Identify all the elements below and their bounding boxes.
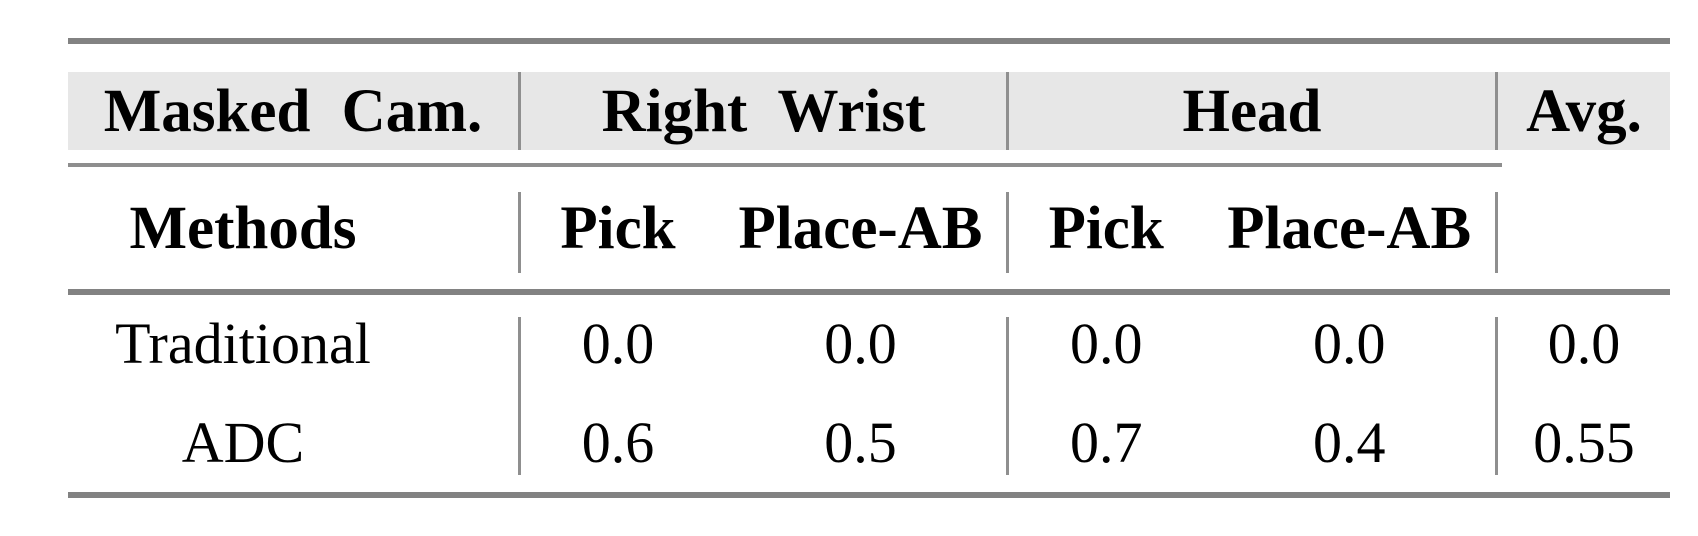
avg-column: 0.0 0.55 — [1498, 295, 1670, 492]
method-column: Traditional ADC — [68, 295, 518, 492]
cell-adc-rw-pick: 0.6 — [581, 409, 655, 475]
header-avg: Avg. — [1526, 77, 1642, 145]
method-traditional: Traditional — [115, 311, 371, 377]
table-subheader-row: Methods Pick Place-AB Pick Place-AB — [68, 167, 1670, 289]
cell-traditional-rw-place: 0.0 — [824, 311, 897, 377]
column-separator — [1006, 317, 1009, 475]
column-separator — [518, 72, 521, 150]
header-head: Head — [1182, 77, 1322, 145]
cell-adc-rw-place: 0.5 — [824, 409, 897, 475]
table-body: Traditional ADC 0.0 0.6 0.0 0.5 0.0 0.7 … — [68, 295, 1670, 492]
header-avg-empty-cell — [1498, 167, 1670, 289]
cell-traditional-avg: 0.0 — [1547, 311, 1621, 377]
header-masked-cam: Masked Cam. — [103, 77, 483, 145]
rw-place-column: 0.0 0.5 — [715, 295, 1006, 492]
table-top-rule — [68, 38, 1670, 44]
subheader-right-wrist-group: Pick Place-AB — [521, 167, 1006, 289]
column-separator — [518, 192, 521, 273]
header-methods: Methods — [129, 194, 357, 262]
column-separator — [1495, 72, 1498, 150]
cell-traditional-rw-pick: 0.0 — [581, 311, 655, 377]
column-separator — [1006, 72, 1009, 150]
column-separator — [1495, 192, 1498, 273]
header-rw-place-ab: Place-AB — [738, 194, 983, 262]
head-values-group: 0.0 0.7 0.0 0.4 — [1009, 295, 1495, 492]
right-wrist-values-group: 0.0 0.6 0.0 0.5 — [521, 295, 1006, 492]
rw-pick-column: 0.0 0.6 — [521, 295, 715, 492]
column-separator — [1495, 317, 1498, 475]
table-bottom-rule — [68, 492, 1670, 498]
cell-traditional-head-pick: 0.0 — [1069, 311, 1143, 377]
subheader-head-group: Pick Place-AB — [1009, 167, 1495, 289]
cell-traditional-head-place: 0.0 — [1312, 311, 1386, 377]
header-rw-pick: Pick — [560, 194, 676, 262]
head-place-column: 0.0 0.4 — [1203, 295, 1495, 492]
cell-adc-head-pick: 0.7 — [1069, 409, 1143, 475]
table-partial-mid-rule — [68, 163, 1502, 167]
cell-adc-avg: 0.55 — [1533, 409, 1635, 475]
method-adc: ADC — [181, 409, 305, 475]
header-head-place-ab: Place-AB — [1227, 194, 1472, 262]
table-header-band: Masked Cam. Right Wrist Head Avg. — [68, 72, 1670, 150]
header-right-wrist: Right Wrist — [601, 77, 926, 145]
table-heavy-mid-rule — [68, 289, 1670, 295]
column-separator — [518, 317, 521, 475]
head-pick-column: 0.0 0.7 — [1009, 295, 1203, 492]
header-head-pick: Pick — [1048, 194, 1164, 262]
cell-adc-head-place: 0.4 — [1312, 409, 1386, 475]
column-separator — [1006, 192, 1009, 273]
